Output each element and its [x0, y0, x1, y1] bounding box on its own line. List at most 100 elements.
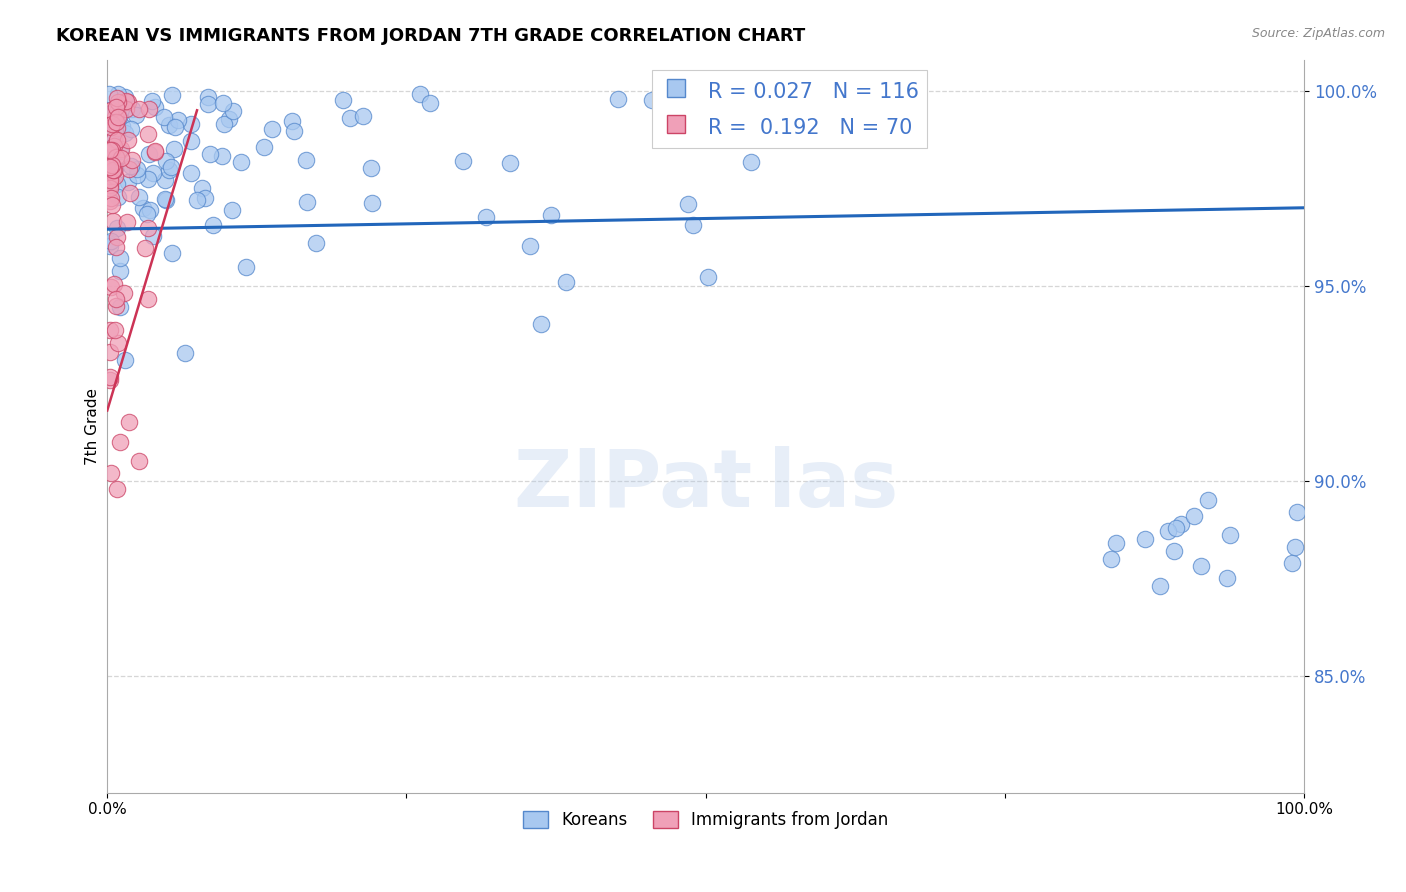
Point — [235, 260, 257, 275]
Point — [108, 111, 131, 125]
Point — [332, 93, 354, 107]
Point — [186, 193, 208, 207]
Point — [641, 93, 664, 107]
Point — [104, 161, 127, 176]
Point — [105, 133, 128, 147]
Point — [283, 123, 305, 137]
Point — [1216, 571, 1239, 585]
Point — [221, 203, 243, 218]
Point — [104, 323, 127, 337]
Point — [128, 102, 150, 116]
Point — [409, 87, 432, 101]
Point — [222, 103, 245, 118]
Point — [152, 110, 174, 124]
Point — [100, 158, 122, 172]
Point — [197, 97, 219, 112]
Point — [128, 190, 150, 204]
Point — [107, 336, 129, 351]
Point — [98, 323, 121, 337]
Point — [110, 144, 132, 158]
Point — [98, 374, 121, 388]
Point — [136, 128, 159, 142]
Point — [100, 280, 122, 294]
Point — [143, 100, 166, 114]
Point — [141, 94, 163, 108]
Point — [138, 102, 160, 116]
Point — [105, 482, 128, 496]
Point — [153, 173, 176, 187]
Point — [1133, 532, 1156, 546]
Point — [98, 194, 121, 209]
Point — [101, 127, 124, 141]
Text: Source: ZipAtlas.com: Source: ZipAtlas.com — [1251, 27, 1385, 40]
Point — [142, 229, 165, 244]
Point — [103, 277, 125, 291]
Point — [110, 142, 132, 156]
Point — [117, 95, 139, 109]
Point — [103, 162, 125, 177]
Point — [352, 109, 374, 123]
Point — [1197, 493, 1219, 508]
Point — [166, 113, 188, 128]
Point — [499, 156, 522, 170]
Point — [139, 202, 162, 217]
Point — [142, 166, 165, 180]
Point — [305, 236, 328, 251]
Point — [1281, 556, 1303, 570]
Point — [128, 454, 150, 468]
Point — [98, 345, 121, 359]
Point — [361, 196, 384, 211]
Point — [200, 147, 222, 161]
Point — [163, 142, 186, 156]
Point — [107, 177, 129, 191]
Point — [105, 121, 128, 136]
Point — [98, 181, 121, 195]
Point — [98, 172, 121, 186]
Point — [160, 88, 183, 103]
Point — [100, 191, 122, 205]
Point — [153, 193, 176, 207]
Point — [519, 239, 541, 253]
Point — [105, 230, 128, 244]
Point — [194, 191, 217, 205]
Point — [121, 102, 143, 116]
Point — [103, 145, 125, 160]
Point — [295, 194, 318, 209]
Point — [475, 210, 498, 224]
Text: ZIPat las: ZIPat las — [513, 446, 898, 524]
Point — [1164, 520, 1187, 534]
Point — [104, 292, 127, 306]
Point — [104, 169, 127, 183]
Point — [1149, 579, 1171, 593]
Legend: Koreans, Immigrants from Jordan: Koreans, Immigrants from Jordan — [516, 804, 896, 836]
Point — [260, 122, 283, 136]
Point — [191, 180, 214, 194]
Point — [117, 175, 139, 189]
Point — [197, 90, 219, 104]
Point — [1099, 551, 1122, 566]
Point — [202, 219, 225, 233]
Point — [180, 166, 202, 180]
Point — [697, 270, 720, 285]
Point — [160, 160, 183, 174]
Point — [108, 252, 131, 266]
Point — [281, 114, 304, 128]
Point — [98, 239, 121, 253]
Point — [1189, 559, 1212, 574]
Point — [114, 353, 136, 368]
Point — [145, 144, 167, 158]
Point — [101, 198, 124, 212]
Point — [98, 169, 121, 184]
Point — [155, 153, 177, 168]
Y-axis label: 7th Grade: 7th Grade — [86, 388, 100, 465]
Point — [125, 161, 148, 176]
Point — [218, 112, 240, 126]
Point — [98, 161, 121, 176]
Point — [117, 133, 139, 147]
Point — [115, 215, 138, 229]
Point — [1163, 544, 1185, 558]
Point — [97, 107, 120, 121]
Point — [120, 159, 142, 173]
Point — [1219, 528, 1241, 542]
Point — [157, 162, 180, 177]
